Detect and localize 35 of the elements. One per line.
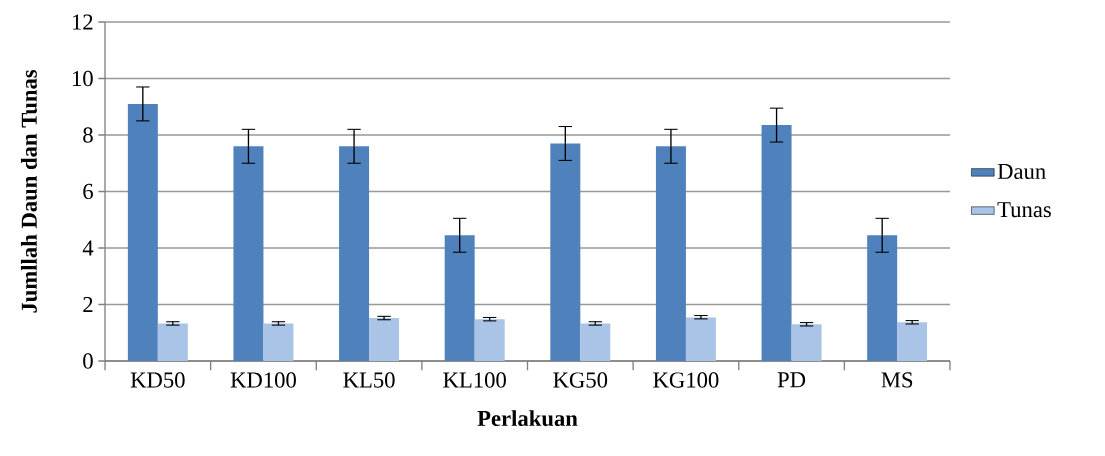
bar xyxy=(791,324,822,361)
bar xyxy=(474,319,505,361)
x-axis-title: Perlakuan xyxy=(477,410,578,427)
bar xyxy=(867,235,898,361)
bar xyxy=(263,323,294,361)
x-tick-label: MS xyxy=(881,372,913,388)
x-tick-label: KD50 xyxy=(130,372,185,388)
bar xyxy=(127,103,158,361)
bar xyxy=(761,125,792,361)
bar xyxy=(685,317,716,361)
bar xyxy=(444,235,475,361)
bar xyxy=(897,322,928,361)
y-tick-label: 10 xyxy=(72,70,93,87)
legend-label: Daun xyxy=(997,163,1046,180)
y-tick-label: 4 xyxy=(82,240,94,256)
x-tick-label: KG100 xyxy=(653,372,719,388)
bar xyxy=(339,146,370,361)
bar xyxy=(369,318,400,361)
bar xyxy=(233,146,264,361)
y-axis-title: Jumllah Daun dan Tunas xyxy=(20,69,37,313)
legend-label: Tunas xyxy=(997,202,1051,218)
x-tick-label: KD100 xyxy=(230,372,296,388)
x-tick-label: PD xyxy=(777,372,806,388)
y-tick-label: 12 xyxy=(72,14,93,30)
x-tick-label: KL50 xyxy=(343,372,395,388)
bar xyxy=(157,323,188,361)
bar xyxy=(550,143,581,361)
y-tick-label: 0 xyxy=(83,353,93,369)
x-tick-label: KG50 xyxy=(553,372,608,388)
bar xyxy=(655,146,686,361)
bar xyxy=(580,323,611,361)
y-tick-label: 2 xyxy=(83,296,93,312)
y-tick-label: 8 xyxy=(83,127,93,143)
x-tick-label: KL100 xyxy=(443,372,506,388)
y-tick-label: 6 xyxy=(83,183,93,200)
